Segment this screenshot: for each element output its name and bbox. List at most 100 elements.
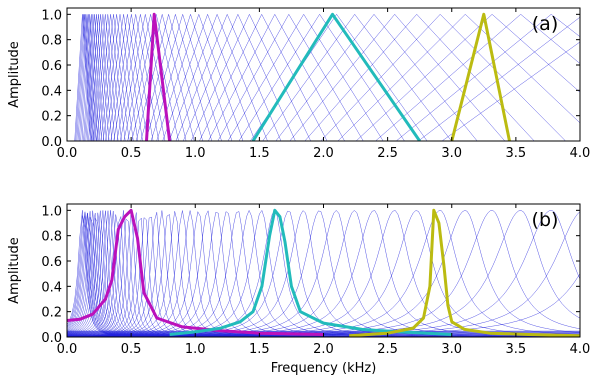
background-filter-curve (67, 210, 580, 337)
x-tick-label: 1.0 (185, 342, 206, 357)
background-filter-curve (67, 211, 580, 337)
background-filter-curve (337, 13, 580, 141)
y-tick-label: 1.0 (41, 8, 62, 23)
background-filter-curve (262, 13, 452, 141)
background-filter-curve (135, 13, 203, 141)
background-filter-curve (79, 14, 96, 141)
x-tick-label: 1.5 (249, 146, 270, 161)
x-tick-label: 4.0 (570, 146, 591, 161)
background-filter-curve (98, 14, 130, 141)
background-filter-curve (67, 210, 580, 337)
x-tick-label: 2.0 (313, 342, 334, 357)
background-filter-curve (131, 14, 195, 141)
background-filter-curve (67, 211, 580, 337)
x-tick-label: 3.0 (441, 342, 462, 357)
background-filter-curve (67, 210, 580, 337)
y-axis-title: Amplitude (7, 237, 22, 304)
y-axis-title: Amplitude (7, 41, 22, 108)
x-axis-title: Frequency (kHz) (271, 361, 377, 376)
y-tick-label: 0.6 (41, 59, 62, 74)
y-tick-label: 0.8 (41, 230, 62, 245)
background-filter-curve (67, 210, 580, 337)
background-filter-curve (168, 13, 268, 141)
background-filter-curve (67, 217, 580, 337)
x-tick-label: 4.0 (570, 342, 591, 357)
x-tick-label: 0.0 (57, 146, 78, 161)
y-tick-label: 0.4 (41, 84, 62, 99)
background-filter-curve (396, 14, 580, 141)
background-filter-curve (67, 212, 580, 337)
background-filter-curve (100, 14, 134, 141)
background-filter-curve (304, 13, 535, 141)
highlighted-filter-3 (450, 12, 511, 141)
background-filter-curve (67, 211, 580, 337)
panel-label: (b) (532, 209, 559, 231)
x-tick-label: 3.5 (506, 146, 527, 161)
background-filter-curve (89, 14, 113, 141)
background-filter-curve (74, 14, 91, 141)
background-filter-curve (67, 218, 580, 337)
background-filter-curve (175, 13, 282, 141)
background-filter-curve (91, 14, 116, 141)
highlighted-filter-2 (251, 12, 421, 141)
panel-a: 0.0 0.5 1.0 1.5 2.0 2.5 3.0 3.5 4.0 0.0 0.2 0.4 0.6 0… (7, 7, 591, 161)
background-filter-curve (84, 14, 102, 141)
background-filter-curve (67, 210, 580, 337)
highlighted-filter-3 (349, 208, 580, 337)
background-filter-curve (275, 13, 478, 141)
panel-b: 0.0 0.5 1.0 1.5 2.0 2.5 3.0 3.5 4.0 0.0 0.2 0.4 0.6 0… (7, 203, 591, 376)
x-tick-label: 2.0 (313, 146, 334, 161)
axes-frame (66, 203, 581, 338)
background-filter-curve (67, 217, 580, 337)
background-filter-curve (156, 13, 244, 141)
background-filter-curve (67, 213, 580, 337)
background-filter-curve (86, 14, 107, 141)
background-filter-curve (110, 14, 154, 141)
background-filter-curve (355, 13, 580, 141)
background-filter-curve (67, 212, 580, 337)
background-filter-curve (107, 14, 148, 141)
background-filter-curve (83, 14, 100, 141)
background-filter-curve (375, 14, 580, 141)
background-filter-curve (320, 13, 566, 141)
background-filter-curve (105, 14, 143, 141)
background-filter-curve (190, 13, 311, 141)
background-filter-curve (116, 14, 166, 141)
background-filter-curve (76, 14, 93, 141)
background-filter-curve (67, 210, 580, 337)
x-tick-label: 0.5 (121, 146, 142, 161)
background-filter-curve (119, 14, 172, 141)
y-tick-label: 1.0 (41, 204, 62, 219)
background-filter-curve (96, 14, 126, 141)
background-filter-curve (67, 210, 580, 337)
background-filter-curve (289, 13, 505, 141)
x-tick-label: 1.5 (249, 342, 270, 357)
background-filter-curve (102, 14, 139, 141)
x-tick-label: 2.5 (377, 146, 398, 161)
background-filter-curve (67, 210, 580, 337)
y-tick-label: 0.0 (41, 331, 62, 346)
x-tick-label: 1.0 (185, 146, 206, 161)
background-filter-curve (67, 211, 580, 337)
y-tick-label: 0.0 (41, 135, 62, 150)
background-filter-curve (441, 41, 580, 141)
background-filter-curve (162, 13, 256, 141)
x-tick-label: 0.5 (121, 342, 142, 357)
x-tick-label: 2.5 (377, 342, 398, 357)
background-filter-curve (67, 210, 580, 337)
background-filter-curve (113, 14, 160, 141)
background-filter-curve (238, 13, 405, 141)
plot-area (67, 208, 580, 337)
background-filter-curve (67, 213, 580, 337)
background-filter-curve (85, 14, 105, 141)
y-tick-label: 0.6 (41, 255, 62, 270)
background-filter-curve (67, 216, 580, 337)
x-tick-label: 0.0 (57, 342, 78, 357)
panel-label: (a) (532, 13, 558, 35)
background-filter-curve (67, 216, 580, 337)
background-filter-curve (67, 212, 580, 337)
background-filter-curve (67, 211, 580, 337)
background-filter-curve (67, 217, 580, 337)
background-filter-curve (227, 13, 384, 141)
